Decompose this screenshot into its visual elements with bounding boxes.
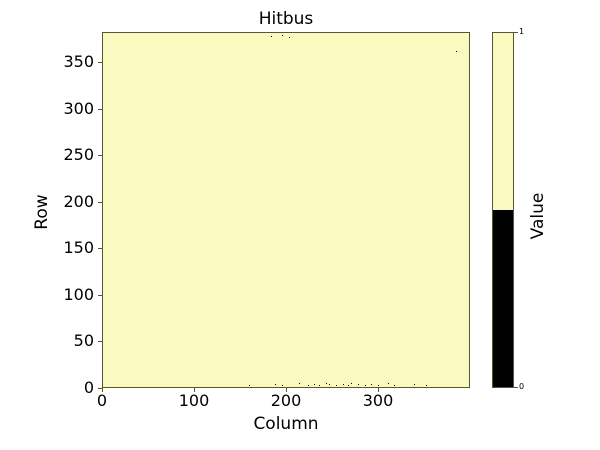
heatmap-axes [102,32,470,388]
colorbar-band-high [493,33,513,210]
heatmap-zero-pixel [371,384,373,386]
heatmap-zero-pixel [387,383,389,385]
ytick-label-0: 0 [83,378,94,397]
heatmap-zero-pixel [394,385,395,387]
colorbar [492,32,514,388]
x-axis-label: Column [253,414,319,434]
heatmap-image [103,33,469,387]
ytick-label-350: 350 [63,52,94,71]
ytick-label-150-wrap: 150 [34,240,94,256]
heatmap-zero-pixel [282,34,284,36]
xtick-label-300: 300 [362,391,394,410]
heatmap-zero-pixel [308,385,309,387]
heatmap-zero-pixel [342,384,344,386]
ytick-mark-150 [98,248,102,249]
colorbar-tick-label-1: 1 [519,27,525,36]
heatmap-zero-pixel [298,383,300,385]
heatmap-zero-pixel [348,385,350,387]
xtick-mark-0 [102,388,103,392]
xtick-label-0: 0 [96,391,108,410]
colorbar-gradient [493,33,513,387]
xtick-mark-300 [378,388,379,392]
colorbar-band-low [493,210,513,387]
ytick-label-250-wrap: 250 [34,147,94,163]
heatmap-zero-pixel [249,385,251,387]
heatmap-zero-pixel [426,385,427,387]
y-axis-label: Row [32,194,52,230]
ytick-label-150: 150 [63,238,94,257]
ytick-label-50: 50 [73,331,94,350]
heatmap-zero-pixel [271,35,273,37]
colorbar-tick-mark-0 [514,387,518,388]
heatmap-zero-pixel [351,383,352,385]
ytick-mark-0 [98,388,102,389]
ytick-label-300: 300 [63,99,94,118]
ytick-label-50-wrap: 50 [34,333,94,349]
heatmap-zero-pixel [329,384,330,386]
colorbar-label: Value [528,192,548,240]
heatmap-zero-pixel [314,384,316,386]
xtick-mark-200 [286,388,287,392]
xtick-mark-100 [194,388,195,392]
ytick-label-250: 250 [63,145,94,164]
heatmap-zero-pixel [288,36,290,38]
xtick-label-200: 200 [270,391,302,410]
ytick-label-100-wrap: 100 [34,287,94,303]
heatmap-zero-pixel [358,384,360,386]
ytick-mark-300 [98,109,102,110]
heatmap-zero-pixel [377,385,379,387]
heatmap-zero-pixel [326,383,328,385]
ytick-label-350-wrap: 350 [34,54,94,70]
ytick-label-200: 200 [63,192,94,211]
ytick-label-100: 100 [63,285,94,304]
page-title: Hitbus [258,9,314,29]
ytick-mark-100 [98,295,102,296]
heatmap-zero-pixel [275,384,276,386]
ytick-label-200-wrap: 200 [34,194,94,210]
ytick-label-0-wrap: 0 [34,380,94,396]
ytick-mark-50 [98,341,102,342]
heatmap-zero-pixel [414,384,416,386]
colorbar-tick-label-0: 0 [519,382,525,391]
ytick-mark-250 [98,155,102,156]
heatmap-zero-pixel [282,385,284,387]
colorbar-tick-mark-1 [514,32,518,33]
heatmap-zero-pixel [364,385,366,387]
ytick-mark-350 [98,62,102,63]
xtick-label-100: 100 [178,391,210,410]
heatmap-zero-pixel [456,50,458,52]
ytick-mark-200 [98,202,102,203]
heatmap-zero-pixel [336,385,338,387]
ytick-label-300-wrap: 300 [34,101,94,117]
heatmap-zero-pixel [318,385,320,387]
